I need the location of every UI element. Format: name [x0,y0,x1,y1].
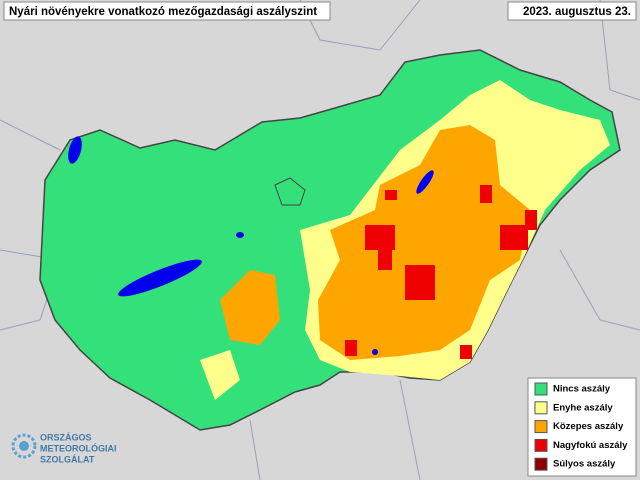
spot [405,265,435,300]
legend-label: Nagyfokú aszály [553,440,628,451]
lake [68,136,82,164]
zone-mild [200,350,240,400]
spot [480,185,492,203]
date-box [507,1,637,21]
legend-swatch [534,382,548,396]
logo-text: METEOROLÓGIAI [40,442,117,453]
date: 2023. augusztus 23. [523,6,631,18]
logo-text: SZOLGÁLAT [40,454,95,464]
lakes [68,136,434,355]
legend-label: Enyhe aszály [553,402,613,413]
logo: ORSZÁGOS METEOROLÓGIAI SZOLGÁLAT [11,432,117,464]
border [559,249,640,331]
legend-swatch [534,438,548,452]
border [599,0,640,101]
legend-label: Közepes aszály [553,421,624,432]
lake [416,170,434,194]
spot [345,340,357,356]
logo-icon [11,433,37,459]
border [399,379,421,480]
legend-swatch [534,457,548,471]
spot [525,210,537,230]
border [0,119,61,151]
title-box [3,1,331,21]
border [249,419,261,480]
logo-text: ORSZÁGOS [40,432,92,442]
zone-severe [345,185,537,359]
spot [385,190,397,200]
logo-icon [19,441,29,451]
title: Nyári növényekre vonatkozó mezőgazdasági… [9,6,317,18]
legend-swatch [534,401,548,415]
lake [236,232,244,238]
spot [365,225,395,250]
lake [118,259,202,297]
spot [378,250,392,270]
spot [500,225,528,250]
legend-label: Nincs aszály [553,384,611,395]
legend-swatch [534,420,548,434]
lake [372,349,378,355]
legend: Nincs aszály Enyhe aszály Közepes aszály Na… [534,382,628,471]
zone-moderate [318,125,530,360]
zone-moderate [220,270,280,345]
spot [460,345,472,359]
legend-label: Súlyos aszály [553,459,616,470]
capital [274,177,306,206]
